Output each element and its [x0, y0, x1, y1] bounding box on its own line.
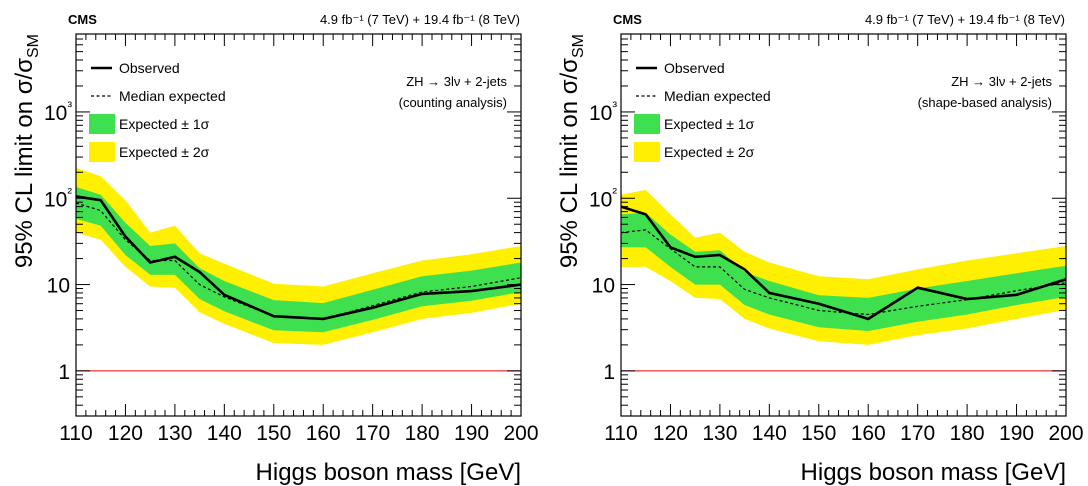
luminosity-label: 4.9 fb⁻¹ (7 TeV) + 19.4 fb⁻¹ (8 TeV): [865, 12, 1065, 27]
x-tick-label: 130: [702, 422, 737, 445]
chart-panel-1: 110 120 130 140 150 160 170 180 190 20011010²10³C…: [11, 12, 539, 486]
x-tick-label: 160: [851, 422, 886, 445]
x-tick-label: 130: [157, 422, 192, 445]
x-tick-label: 120: [108, 422, 143, 445]
x-tick-label: 200: [1048, 422, 1083, 445]
experiment-label: CMS: [613, 12, 642, 27]
x-tick-label: 190: [999, 422, 1034, 445]
y-tick-label: 10³: [44, 98, 72, 125]
legend-2sigma-swatch: [89, 142, 115, 162]
x-tick-label: 180: [405, 422, 440, 445]
legend-1sigma-swatch: [634, 114, 660, 134]
annotation-process: ZH → 3lν + 2-jets: [406, 74, 507, 89]
chart-panel-2: 110 120 130 140 150 160 170 180 190 20011010²10³C…: [556, 12, 1084, 486]
legend-entry: Expected ± 1σ: [664, 116, 755, 132]
x-tick-label: 110: [604, 422, 637, 445]
y-tick-label: 10: [592, 275, 615, 298]
y-tick-label: 1: [603, 361, 615, 384]
x-tick-label: 150: [256, 422, 291, 445]
y-tick-label: 1: [58, 361, 70, 384]
legend-1sigma-swatch: [89, 114, 115, 134]
x-tick-label: 160: [306, 422, 341, 445]
x-axis-title: Higgs boson mass [GeV]: [256, 459, 521, 486]
y-tick-label: 10³: [589, 98, 617, 125]
x-tick-label: 190: [454, 422, 489, 445]
legend-entry: Observed: [119, 60, 180, 76]
legend-entry: Median expected: [664, 88, 771, 104]
legend-2sigma-swatch: [634, 142, 660, 162]
annotation-analysis: (counting analysis): [399, 95, 507, 110]
luminosity-label: 4.9 fb⁻¹ (7 TeV) + 19.4 fb⁻¹ (8 TeV): [320, 12, 520, 27]
annotation-process: ZH → 3lν + 2-jets: [951, 74, 1052, 89]
plot-area: [76, 168, 521, 371]
x-tick-label: 140: [752, 422, 787, 445]
annotation-analysis: (shape-based analysis): [918, 95, 1052, 110]
x-tick-label: 180: [950, 422, 985, 445]
legend-entry: Expected ± 2σ: [119, 144, 210, 160]
experiment-label: CMS: [68, 12, 97, 27]
x-tick-label: 170: [900, 422, 935, 445]
y-tick-label: 10²: [44, 184, 72, 211]
y-axis-title: 95% CL limit on σ/σSM: [11, 34, 42, 268]
legend-entry: Expected ± 2σ: [664, 144, 755, 160]
plot-area: [621, 190, 1066, 371]
legend-entry: Expected ± 1σ: [119, 116, 210, 132]
x-tick-label: 110: [59, 422, 92, 445]
x-axis-title: Higgs boson mass [GeV]: [801, 459, 1066, 486]
y-tick-label: 10²: [589, 184, 617, 211]
legend-entry: Observed: [664, 60, 725, 76]
x-tick-label: 150: [801, 422, 836, 445]
legend-entry: Median expected: [119, 88, 226, 104]
y-axis-title: 95% CL limit on σ/σSM: [556, 34, 587, 268]
y-tick-label: 10: [47, 275, 70, 298]
x-tick-label: 120: [653, 422, 688, 445]
x-tick-label: 170: [355, 422, 390, 445]
x-tick-label: 200: [503, 422, 538, 445]
x-tick-label: 140: [207, 422, 242, 445]
